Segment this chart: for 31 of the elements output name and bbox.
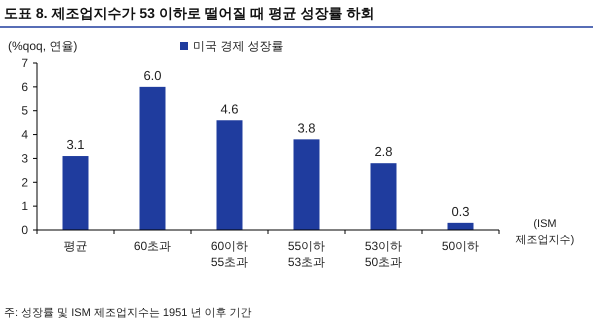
x-tick-label: 50이하 [442, 239, 480, 253]
x-tick-label: 60초과 [134, 239, 172, 253]
data-label: 2.8 [374, 144, 393, 160]
y-tick-label: 7 [21, 56, 28, 70]
data-label: 4.6 [220, 101, 239, 116]
bar [294, 139, 320, 230]
data-label: 3.1 [66, 137, 85, 152]
x-tick-label: 60이하 55초과 [210, 239, 248, 269]
x-tick-label: 55이하 53초과 [288, 239, 326, 269]
x-tick-label: 53이하 50초과 [364, 239, 402, 269]
legend-label: 미국 경제 성장률 [193, 39, 284, 53]
bar [216, 120, 242, 230]
y-tick-label: 5 [21, 104, 28, 118]
y-axis-title: (%qoq, 연율) [8, 39, 78, 53]
chart-title: 도표 8. 제조업지수가 53 이하로 떨어질 때 평균 성장률 하회 [4, 5, 374, 21]
y-tick-label: 0 [21, 223, 28, 237]
y-tick-label: 1 [21, 199, 28, 214]
data-label: 3.8 [297, 120, 316, 136]
bar [370, 163, 396, 230]
x-tick-label: 평균 [64, 239, 88, 253]
data-label: 0.3 [451, 204, 470, 219]
y-tick-label: 3 [21, 151, 28, 166]
data-label: 6.0 [143, 68, 162, 83]
text: 주: 성장률 및 ISM 제조업지수는 1951 년 이후 기간 [4, 307, 252, 319]
bar [140, 86, 166, 230]
y-tick-label: 2 [21, 175, 28, 190]
y-tick-label: 6 [21, 80, 28, 94]
bar [448, 222, 474, 230]
bar [62, 156, 88, 230]
x-axis-title: (ISM 제조업지수) [516, 218, 574, 246]
y-tick-label: 4 [21, 128, 28, 142]
